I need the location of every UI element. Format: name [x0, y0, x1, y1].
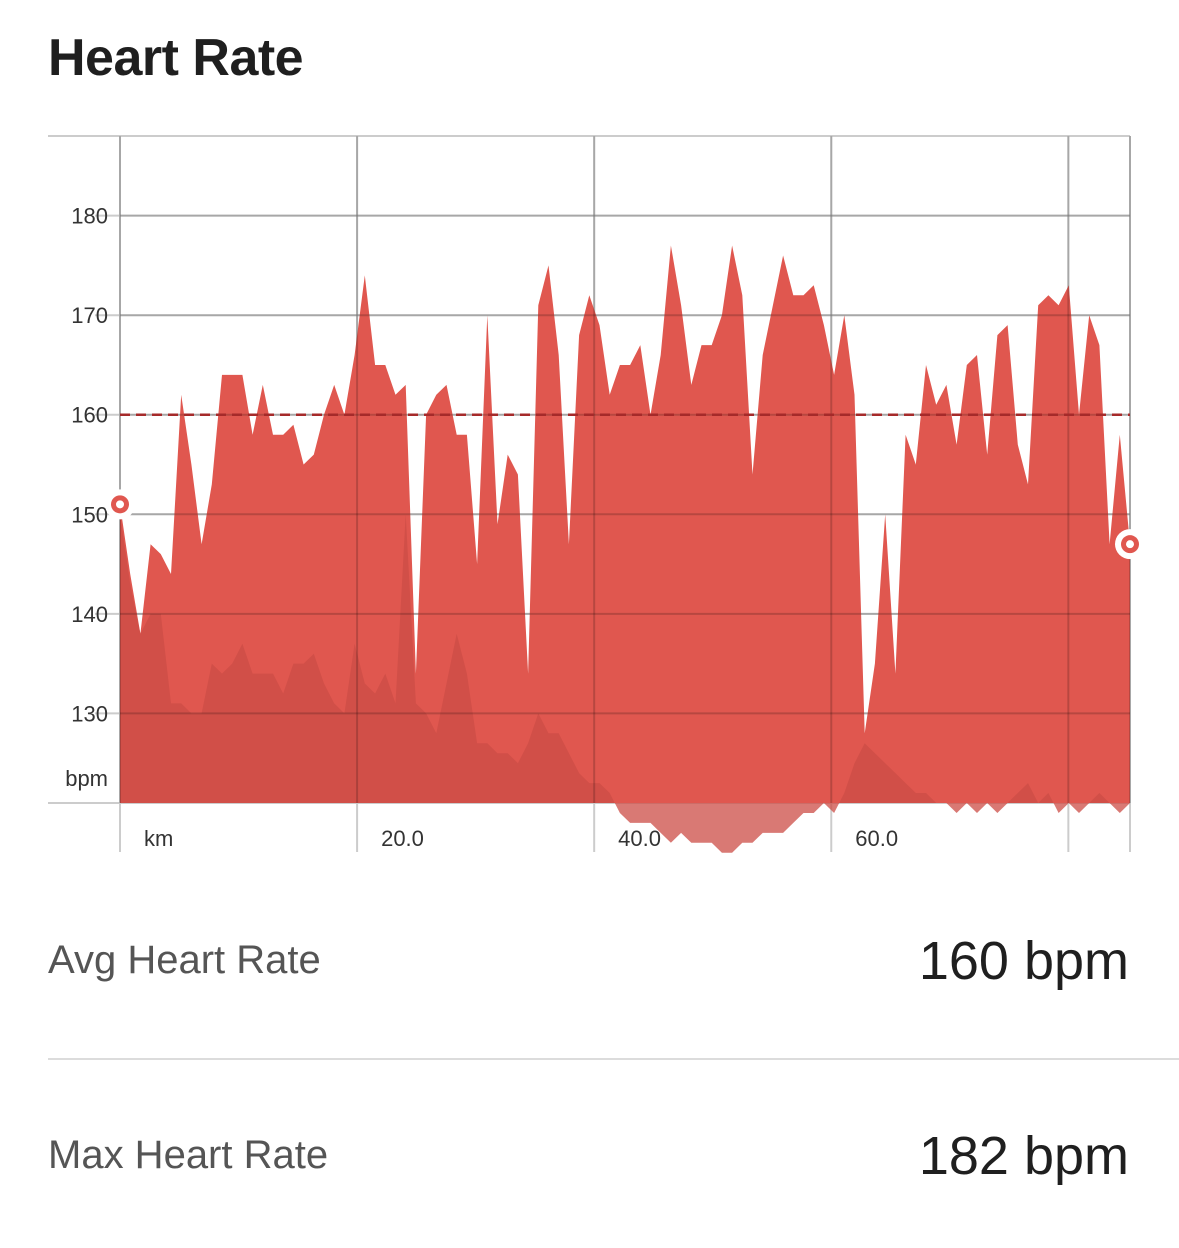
heart-rate-chart[interactable]: 130 140 150 160 170 180 bpm km 20.0 40.0 60.0	[0, 120, 1179, 860]
start-marker-dot	[116, 500, 124, 509]
y-tick-label: 180	[71, 204, 108, 229]
y-tick-label: 130	[71, 701, 108, 726]
divider	[48, 1058, 1179, 1060]
max-heart-rate-row: Max Heart Rate 182 bpm	[48, 1125, 1129, 1195]
x-tick-label: 60.0	[855, 826, 898, 851]
avg-heart-rate-value: 160 bpm	[918, 931, 1129, 991]
endpoint-markers	[105, 489, 1145, 560]
y-axis-label: bpm	[65, 766, 108, 791]
y-tick-label: 160	[71, 403, 108, 428]
x-tick-label: 20.0	[381, 826, 424, 851]
x-axis: km 20.0 40.0 60.0	[144, 826, 898, 851]
y-tick-label: 150	[71, 502, 108, 527]
x-tick-label: km	[144, 826, 173, 851]
avg-heart-rate-row: Avg Heart Rate 160 bpm	[48, 930, 1129, 1000]
max-heart-rate-label: Max Heart Rate	[48, 1133, 329, 1177]
x-tick-label: 40.0	[618, 826, 661, 851]
max-heart-rate-value: 182 bpm	[918, 1126, 1129, 1186]
grid-overlay	[119, 136, 1131, 803]
page-title: Heart Rate	[48, 29, 304, 87]
end-marker-dot	[1126, 540, 1134, 549]
chart-areas	[119, 136, 1131, 853]
y-axis: 130 140 150 160 170 180 bpm	[65, 204, 108, 791]
heart-rate-area	[120, 245, 1130, 803]
elevation-area	[120, 514, 1130, 853]
y-tick-label: 170	[71, 303, 108, 328]
y-tick-label: 140	[71, 602, 108, 627]
avg-heart-rate-label: Avg Heart Rate	[48, 938, 321, 982]
